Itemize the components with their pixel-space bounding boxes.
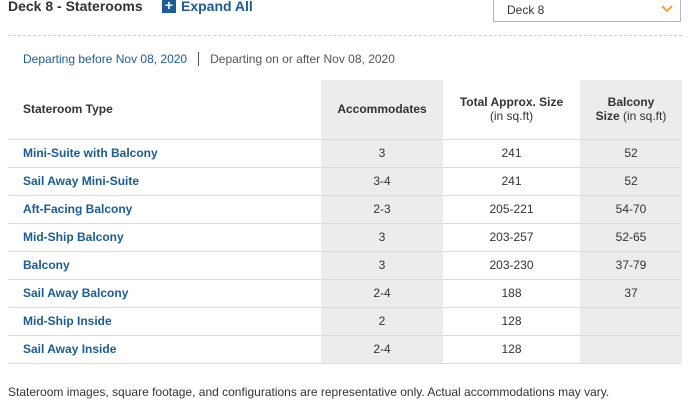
header-stateroom-type: Stateroom Type bbox=[23, 102, 113, 117]
expand-all-label: Expand All bbox=[181, 0, 253, 14]
stateroom-type-link[interactable]: Mid-Ship Inside bbox=[8, 306, 321, 335]
deck-select[interactable]: Deck 8 bbox=[493, 0, 681, 22]
table-row: Balcony 3 203-230 37-79 bbox=[8, 250, 682, 279]
size-cell: 203-257 bbox=[443, 222, 580, 251]
accommodates-cell: 2-4 bbox=[321, 334, 443, 364]
disclaimer-text: Stateroom images, square footage, and co… bbox=[8, 385, 610, 399]
departing-after-tab[interactable]: Departing on or after Nov 08, 2020 bbox=[210, 52, 395, 66]
accommodates-cell: 3 bbox=[321, 138, 443, 167]
size-cell: 203-230 bbox=[443, 250, 580, 279]
header-bar: Deck 8 - Staterooms + Expand All Deck 8 bbox=[0, 0, 692, 26]
size-cell: 205-221 bbox=[443, 194, 580, 223]
header-balcony-size-word: Size bbox=[595, 109, 620, 124]
size-cell: 241 bbox=[443, 138, 580, 167]
header-total-size-title: Total Approx. Size bbox=[459, 95, 564, 110]
header-accommodates: Accommodates bbox=[321, 80, 443, 139]
stateroom-type-link[interactable]: Sail Away Inside bbox=[8, 334, 321, 364]
divider bbox=[8, 35, 682, 36]
expand-all-button[interactable]: + Expand All bbox=[162, 0, 253, 14]
accommodates-cell: 3 bbox=[321, 250, 443, 279]
accommodates-cell: 2-4 bbox=[321, 278, 443, 307]
table-header-row: Stateroom Type Accommodates Total Approx… bbox=[8, 80, 682, 139]
balcony-cell bbox=[580, 334, 682, 364]
stateroom-type-link[interactable]: Sail Away Balcony bbox=[8, 278, 321, 307]
table-row: Sail Away Inside 2-4 128 bbox=[8, 334, 682, 364]
header-balcony-size: Balcony Size (in sq.ft) bbox=[580, 80, 682, 139]
table-row: Mid-Ship Inside 2 128 bbox=[8, 306, 682, 335]
balcony-cell: 37-79 bbox=[580, 250, 682, 279]
accommodates-cell: 2-3 bbox=[321, 194, 443, 223]
size-cell: 128 bbox=[443, 306, 580, 335]
stateroom-type-link[interactable]: Aft-Facing Balcony bbox=[8, 194, 321, 223]
stateroom-type-link[interactable]: Sail Away Mini-Suite bbox=[8, 166, 321, 195]
chevron-down-icon bbox=[661, 5, 673, 13]
balcony-cell: 52 bbox=[580, 166, 682, 195]
balcony-cell: 54-70 bbox=[580, 194, 682, 223]
stateroom-table: Stateroom Type Accommodates Total Approx… bbox=[8, 80, 682, 364]
table-row: Mini-Suite with Balcony 3 241 52 bbox=[8, 138, 682, 167]
balcony-cell bbox=[580, 306, 682, 335]
table-row: Aft-Facing Balcony 2-3 205-221 54-70 bbox=[8, 194, 682, 223]
balcony-cell: 52-65 bbox=[580, 222, 682, 251]
table-row: Sail Away Balcony 2-4 188 37 bbox=[8, 278, 682, 307]
accommodates-cell: 3-4 bbox=[321, 166, 443, 195]
header-balcony-unit: (in sq.ft) bbox=[623, 109, 667, 124]
size-cell: 128 bbox=[443, 334, 580, 364]
accommodates-cell: 3 bbox=[321, 222, 443, 251]
date-filter: Departing before Nov 08, 2020 Departing … bbox=[23, 52, 395, 66]
departing-before-tab[interactable]: Departing before Nov 08, 2020 bbox=[23, 52, 188, 66]
accommodates-cell: 2 bbox=[321, 306, 443, 335]
size-cell: 188 bbox=[443, 278, 580, 307]
plus-icon: + bbox=[162, 0, 176, 13]
stateroom-type-link[interactable]: Mini-Suite with Balcony bbox=[8, 138, 321, 167]
table-row: Mid-Ship Balcony 3 203-257 52-65 bbox=[8, 222, 682, 251]
balcony-cell: 52 bbox=[580, 138, 682, 167]
stateroom-type-link[interactable]: Mid-Ship Balcony bbox=[8, 222, 321, 251]
stateroom-type-link[interactable]: Balcony bbox=[8, 250, 321, 279]
deck-select-value: Deck 8 bbox=[507, 3, 545, 17]
balcony-cell: 37 bbox=[580, 278, 682, 307]
table-row: Sail Away Mini-Suite 3-4 241 52 bbox=[8, 166, 682, 195]
header-balcony-title: Balcony bbox=[607, 95, 655, 110]
header-total-size-unit: (in sq.ft) bbox=[489, 109, 534, 124]
size-cell: 241 bbox=[443, 166, 580, 195]
date-separator bbox=[198, 52, 200, 66]
deck-title: Deck 8 - Staterooms bbox=[8, 0, 143, 14]
header-total-size: Total Approx. Size (in sq.ft) bbox=[443, 80, 580, 139]
